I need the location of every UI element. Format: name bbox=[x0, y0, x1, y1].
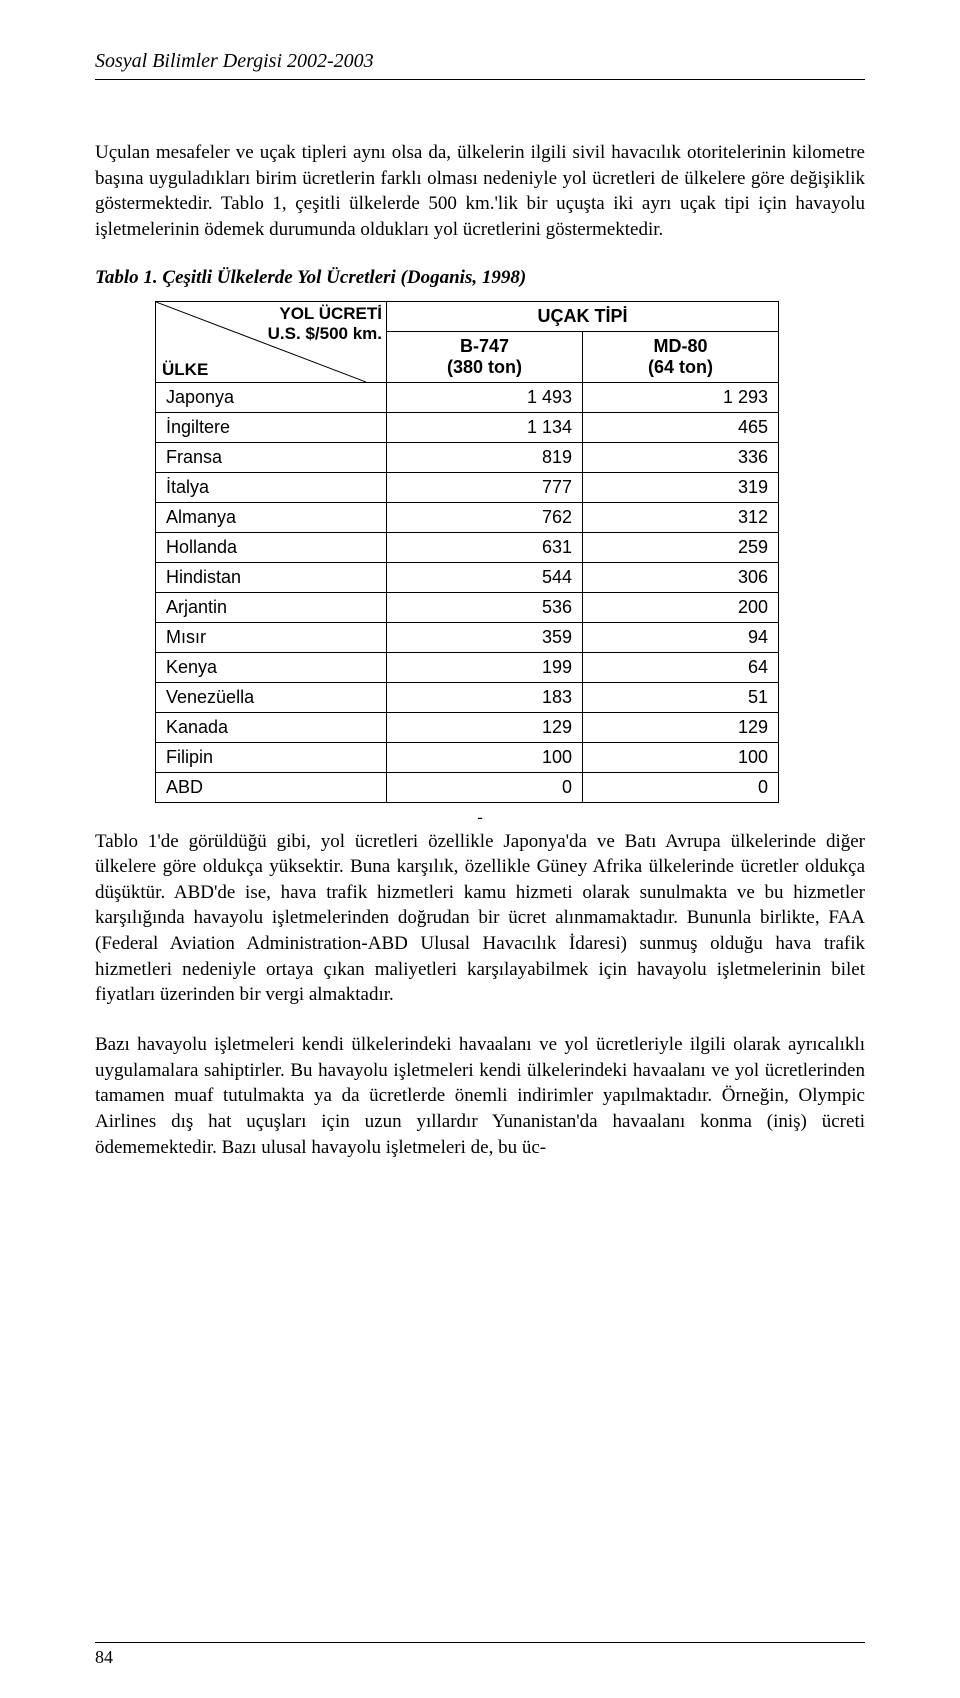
value-cell-b747: 359 bbox=[387, 622, 583, 652]
country-cell: Arjantin bbox=[156, 592, 387, 622]
value-cell-b747: 544 bbox=[387, 562, 583, 592]
table-row: Japonya1 4931 293 bbox=[156, 382, 779, 412]
value-cell-b747: 762 bbox=[387, 502, 583, 532]
value-cell-md80: 94 bbox=[583, 622, 779, 652]
group-header: UÇAK TİPİ bbox=[387, 301, 779, 331]
col1-header: B-747 (380 ton) bbox=[387, 331, 583, 382]
country-cell: Hollanda bbox=[156, 532, 387, 562]
page-number: 84 bbox=[95, 1642, 865, 1668]
route-charge-table: YOL ÜCRETİ U.S. $/500 km. ÜLKE UÇAK TİPİ… bbox=[155, 301, 779, 803]
col2-name: MD-80 bbox=[653, 336, 707, 356]
table-row: Kenya19964 bbox=[156, 652, 779, 682]
col1-name: B-747 bbox=[460, 336, 509, 356]
value-cell-md80: 336 bbox=[583, 442, 779, 472]
country-cell: ABD bbox=[156, 772, 387, 802]
country-cell: İngiltere bbox=[156, 412, 387, 442]
value-cell-b747: 1 134 bbox=[387, 412, 583, 442]
value-cell-b747: 631 bbox=[387, 532, 583, 562]
country-cell: Filipin bbox=[156, 742, 387, 772]
value-cell-md80: 319 bbox=[583, 472, 779, 502]
table-row: Arjantin536200 bbox=[156, 592, 779, 622]
table-row: İtalya777319 bbox=[156, 472, 779, 502]
corner-bottom-label: ÜLKE bbox=[162, 360, 208, 380]
table-row: Kanada129129 bbox=[156, 712, 779, 742]
value-cell-md80: 64 bbox=[583, 652, 779, 682]
country-cell: Almanya bbox=[156, 502, 387, 532]
corner-top-line2: U.S. $/500 km. bbox=[268, 324, 382, 343]
table-figure: YOL ÜCRETİ U.S. $/500 km. ÜLKE UÇAK TİPİ… bbox=[155, 301, 865, 803]
table-row: İngiltere1 134465 bbox=[156, 412, 779, 442]
value-cell-md80: 0 bbox=[583, 772, 779, 802]
corner-top-label: YOL ÜCRETİ U.S. $/500 km. bbox=[268, 304, 382, 345]
value-cell-b747: 183 bbox=[387, 682, 583, 712]
table-row: Filipin100100 bbox=[156, 742, 779, 772]
value-cell-b747: 777 bbox=[387, 472, 583, 502]
col2-sub: (64 ton) bbox=[648, 357, 713, 377]
value-cell-md80: 200 bbox=[583, 592, 779, 622]
table-row: Venezüella18351 bbox=[156, 682, 779, 712]
value-cell-md80: 1 293 bbox=[583, 382, 779, 412]
country-cell: Kenya bbox=[156, 652, 387, 682]
value-cell-b747: 0 bbox=[387, 772, 583, 802]
country-cell: Fransa bbox=[156, 442, 387, 472]
running-head: Sosyal Bilimler Dergisi 2002-2003 bbox=[95, 50, 865, 80]
analysis-paragraph: Tablo 1'de görüldüğü gibi, yol ücretleri… bbox=[95, 829, 865, 1008]
table-row: Almanya762312 bbox=[156, 502, 779, 532]
value-cell-b747: 536 bbox=[387, 592, 583, 622]
value-cell-md80: 312 bbox=[583, 502, 779, 532]
table-row: Fransa819336 bbox=[156, 442, 779, 472]
table-row: Hindistan544306 bbox=[156, 562, 779, 592]
value-cell-md80: 306 bbox=[583, 562, 779, 592]
table-row: Mısır35994 bbox=[156, 622, 779, 652]
table-corner-cell: YOL ÜCRETİ U.S. $/500 km. ÜLKE bbox=[156, 301, 387, 382]
exemptions-paragraph: Bazı havayolu işletmeleri kendi ülkeleri… bbox=[95, 1032, 865, 1160]
dash-separator: - bbox=[95, 809, 865, 827]
country-cell: Hindistan bbox=[156, 562, 387, 592]
corner-top-line1: YOL ÜCRETİ bbox=[279, 304, 382, 323]
country-cell: Kanada bbox=[156, 712, 387, 742]
value-cell-md80: 465 bbox=[583, 412, 779, 442]
country-cell: Japonya bbox=[156, 382, 387, 412]
table-row: Hollanda631259 bbox=[156, 532, 779, 562]
value-cell-b747: 129 bbox=[387, 712, 583, 742]
value-cell-md80: 100 bbox=[583, 742, 779, 772]
value-cell-b747: 100 bbox=[387, 742, 583, 772]
country-cell: Mısır bbox=[156, 622, 387, 652]
col2-header: MD-80 (64 ton) bbox=[583, 331, 779, 382]
country-cell: İtalya bbox=[156, 472, 387, 502]
col1-sub: (380 ton) bbox=[447, 357, 522, 377]
value-cell-b747: 199 bbox=[387, 652, 583, 682]
country-cell: Venezüella bbox=[156, 682, 387, 712]
value-cell-md80: 259 bbox=[583, 532, 779, 562]
table-caption: Tablo 1. Çeşitli Ülkelerde Yol Ücretleri… bbox=[95, 267, 865, 289]
page: Sosyal Bilimler Dergisi 2002-2003 Uçulan… bbox=[0, 0, 960, 1698]
intro-paragraph: Uçulan mesafeler ve uçak tipleri aynı ol… bbox=[95, 140, 865, 243]
value-cell-b747: 1 493 bbox=[387, 382, 583, 412]
table-row: ABD00 bbox=[156, 772, 779, 802]
value-cell-md80: 129 bbox=[583, 712, 779, 742]
value-cell-b747: 819 bbox=[387, 442, 583, 472]
value-cell-md80: 51 bbox=[583, 682, 779, 712]
table-header-row-1: YOL ÜCRETİ U.S. $/500 km. ÜLKE UÇAK TİPİ bbox=[156, 301, 779, 331]
